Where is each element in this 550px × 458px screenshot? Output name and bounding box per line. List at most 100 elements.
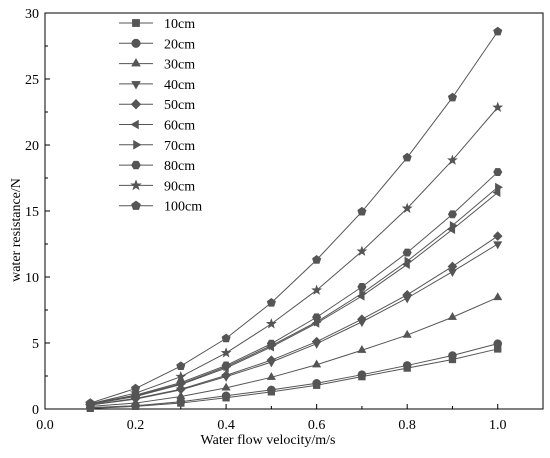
- data-point: [220, 347, 232, 358]
- data-point: [359, 288, 368, 299]
- series-20cm: [85, 339, 503, 412]
- legend-marker: [131, 58, 141, 67]
- data-point: [266, 339, 276, 348]
- series-line: [90, 297, 498, 407]
- legend-label: 40cm: [164, 78, 195, 93]
- legend-item: 100cm: [119, 200, 202, 215]
- data-point: [447, 312, 457, 320]
- data-point: [130, 387, 141, 398]
- x-tick-label: 0.0: [36, 418, 54, 433]
- data-point: [85, 398, 95, 407]
- series-line: [90, 31, 499, 404]
- x-axis-ticks: 0.0 0.2 0.4 0.6 0.8 1.0: [36, 404, 544, 433]
- data-point: [221, 333, 231, 343]
- x-tick-label: 1.0: [489, 418, 507, 433]
- x-tick-label: 0.8: [398, 418, 416, 433]
- data-point: [495, 182, 503, 192]
- legend-marker: [131, 38, 141, 48]
- data-point: [492, 231, 503, 241]
- series-50cm: [85, 231, 503, 410]
- legend-marker: [131, 81, 141, 90]
- data-point: [221, 391, 231, 401]
- legend-marker: [130, 119, 139, 130]
- data-point: [357, 345, 367, 353]
- series-60cm: [85, 187, 501, 409]
- series-line: [90, 192, 499, 405]
- data-point: [266, 355, 277, 365]
- x-tick-label: 0.4: [217, 418, 235, 433]
- data-point: [357, 370, 367, 379]
- data-point: [402, 248, 412, 257]
- data-point: [176, 361, 186, 370]
- data-point: [221, 382, 231, 391]
- legend-marker: [130, 179, 142, 191]
- legend-marker: [131, 200, 141, 210]
- series-90cm: [84, 101, 504, 409]
- plot-border: [44, 12, 544, 410]
- legend-item: 60cm: [119, 119, 195, 134]
- y-tick-label: 5: [32, 337, 39, 352]
- series-line: [90, 107, 499, 405]
- data-point: [311, 284, 323, 295]
- legend-marker: [130, 99, 142, 110]
- data-point: [493, 26, 503, 36]
- data-point: [402, 329, 412, 338]
- data-point: [493, 168, 503, 176]
- legend-label: 60cm: [164, 119, 195, 134]
- data-point: [448, 351, 457, 360]
- legend-item: 50cm: [119, 98, 195, 113]
- legend-label: 70cm: [164, 139, 195, 154]
- data-point: [401, 202, 413, 213]
- data-point: [312, 255, 322, 264]
- data-point: [176, 391, 186, 400]
- legend-label: 100cm: [164, 200, 202, 215]
- legend-item: 40cm: [119, 78, 195, 93]
- x-axis-label: Water flow velocity/m/s: [201, 433, 336, 448]
- y-tick-label: 15: [25, 205, 39, 220]
- data-point: [266, 297, 276, 307]
- legend-item: 30cm: [119, 58, 195, 73]
- x-tick-label: 0.2: [127, 418, 145, 433]
- data-point: [357, 282, 367, 291]
- series-line: [90, 348, 498, 409]
- data-point: [447, 154, 458, 165]
- legend-marker: [131, 160, 141, 170]
- data-point: [402, 152, 412, 162]
- series-line: [90, 171, 499, 405]
- data-point: [357, 314, 367, 325]
- y-tick-label: 10: [25, 271, 39, 286]
- data-point: [357, 206, 367, 216]
- legend-marker: [133, 139, 142, 150]
- y-axis-label: water resistance/N: [9, 178, 24, 282]
- legend: 10cm 20cm 30cm 40cm 50cm 60cm 70cm 80cm 90cm 100c…: [119, 17, 202, 215]
- legend-label: 10cm: [164, 17, 195, 32]
- series-line: [90, 243, 498, 406]
- series-100cm: [85, 26, 503, 407]
- data-point: [267, 385, 276, 395]
- data-point: [312, 378, 321, 388]
- data-point: [493, 339, 503, 348]
- data-point: [447, 210, 458, 219]
- data-point: [311, 336, 322, 347]
- legend-marker: [132, 19, 140, 27]
- data-point: [175, 370, 187, 382]
- legend-item: 80cm: [119, 159, 195, 174]
- series-line: [90, 235, 499, 406]
- series-10cm: [86, 345, 502, 413]
- data-point: [312, 313, 322, 322]
- series-line: [90, 186, 499, 405]
- series-line: [90, 343, 498, 409]
- data-point: [265, 318, 277, 329]
- data-point: [266, 372, 276, 380]
- legend-item: 10cm: [119, 17, 195, 32]
- data-point: [356, 245, 368, 256]
- legend-label: 30cm: [164, 58, 195, 73]
- legend-item: 90cm: [119, 179, 195, 194]
- data-point: [402, 289, 413, 300]
- series-layer: [84, 26, 504, 413]
- data-point: [402, 361, 412, 370]
- data-point: [221, 361, 231, 370]
- y-tick-label: 30: [25, 7, 39, 22]
- y-tick-label: 25: [25, 73, 39, 88]
